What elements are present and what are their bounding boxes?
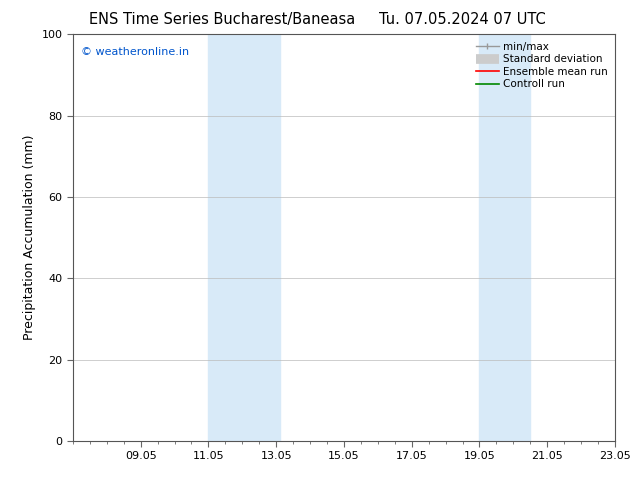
Y-axis label: Precipitation Accumulation (mm): Precipitation Accumulation (mm) bbox=[23, 135, 36, 341]
Text: ENS Time Series Bucharest/Baneasa: ENS Time Series Bucharest/Baneasa bbox=[89, 12, 355, 27]
Text: Tu. 07.05.2024 07 UTC: Tu. 07.05.2024 07 UTC bbox=[379, 12, 547, 27]
Legend: min/max, Standard deviation, Ensemble mean run, Controll run: min/max, Standard deviation, Ensemble me… bbox=[474, 40, 610, 92]
Text: © weatheronline.in: © weatheronline.in bbox=[81, 47, 189, 56]
Bar bbox=[209, 34, 280, 441]
Bar bbox=[479, 34, 530, 441]
